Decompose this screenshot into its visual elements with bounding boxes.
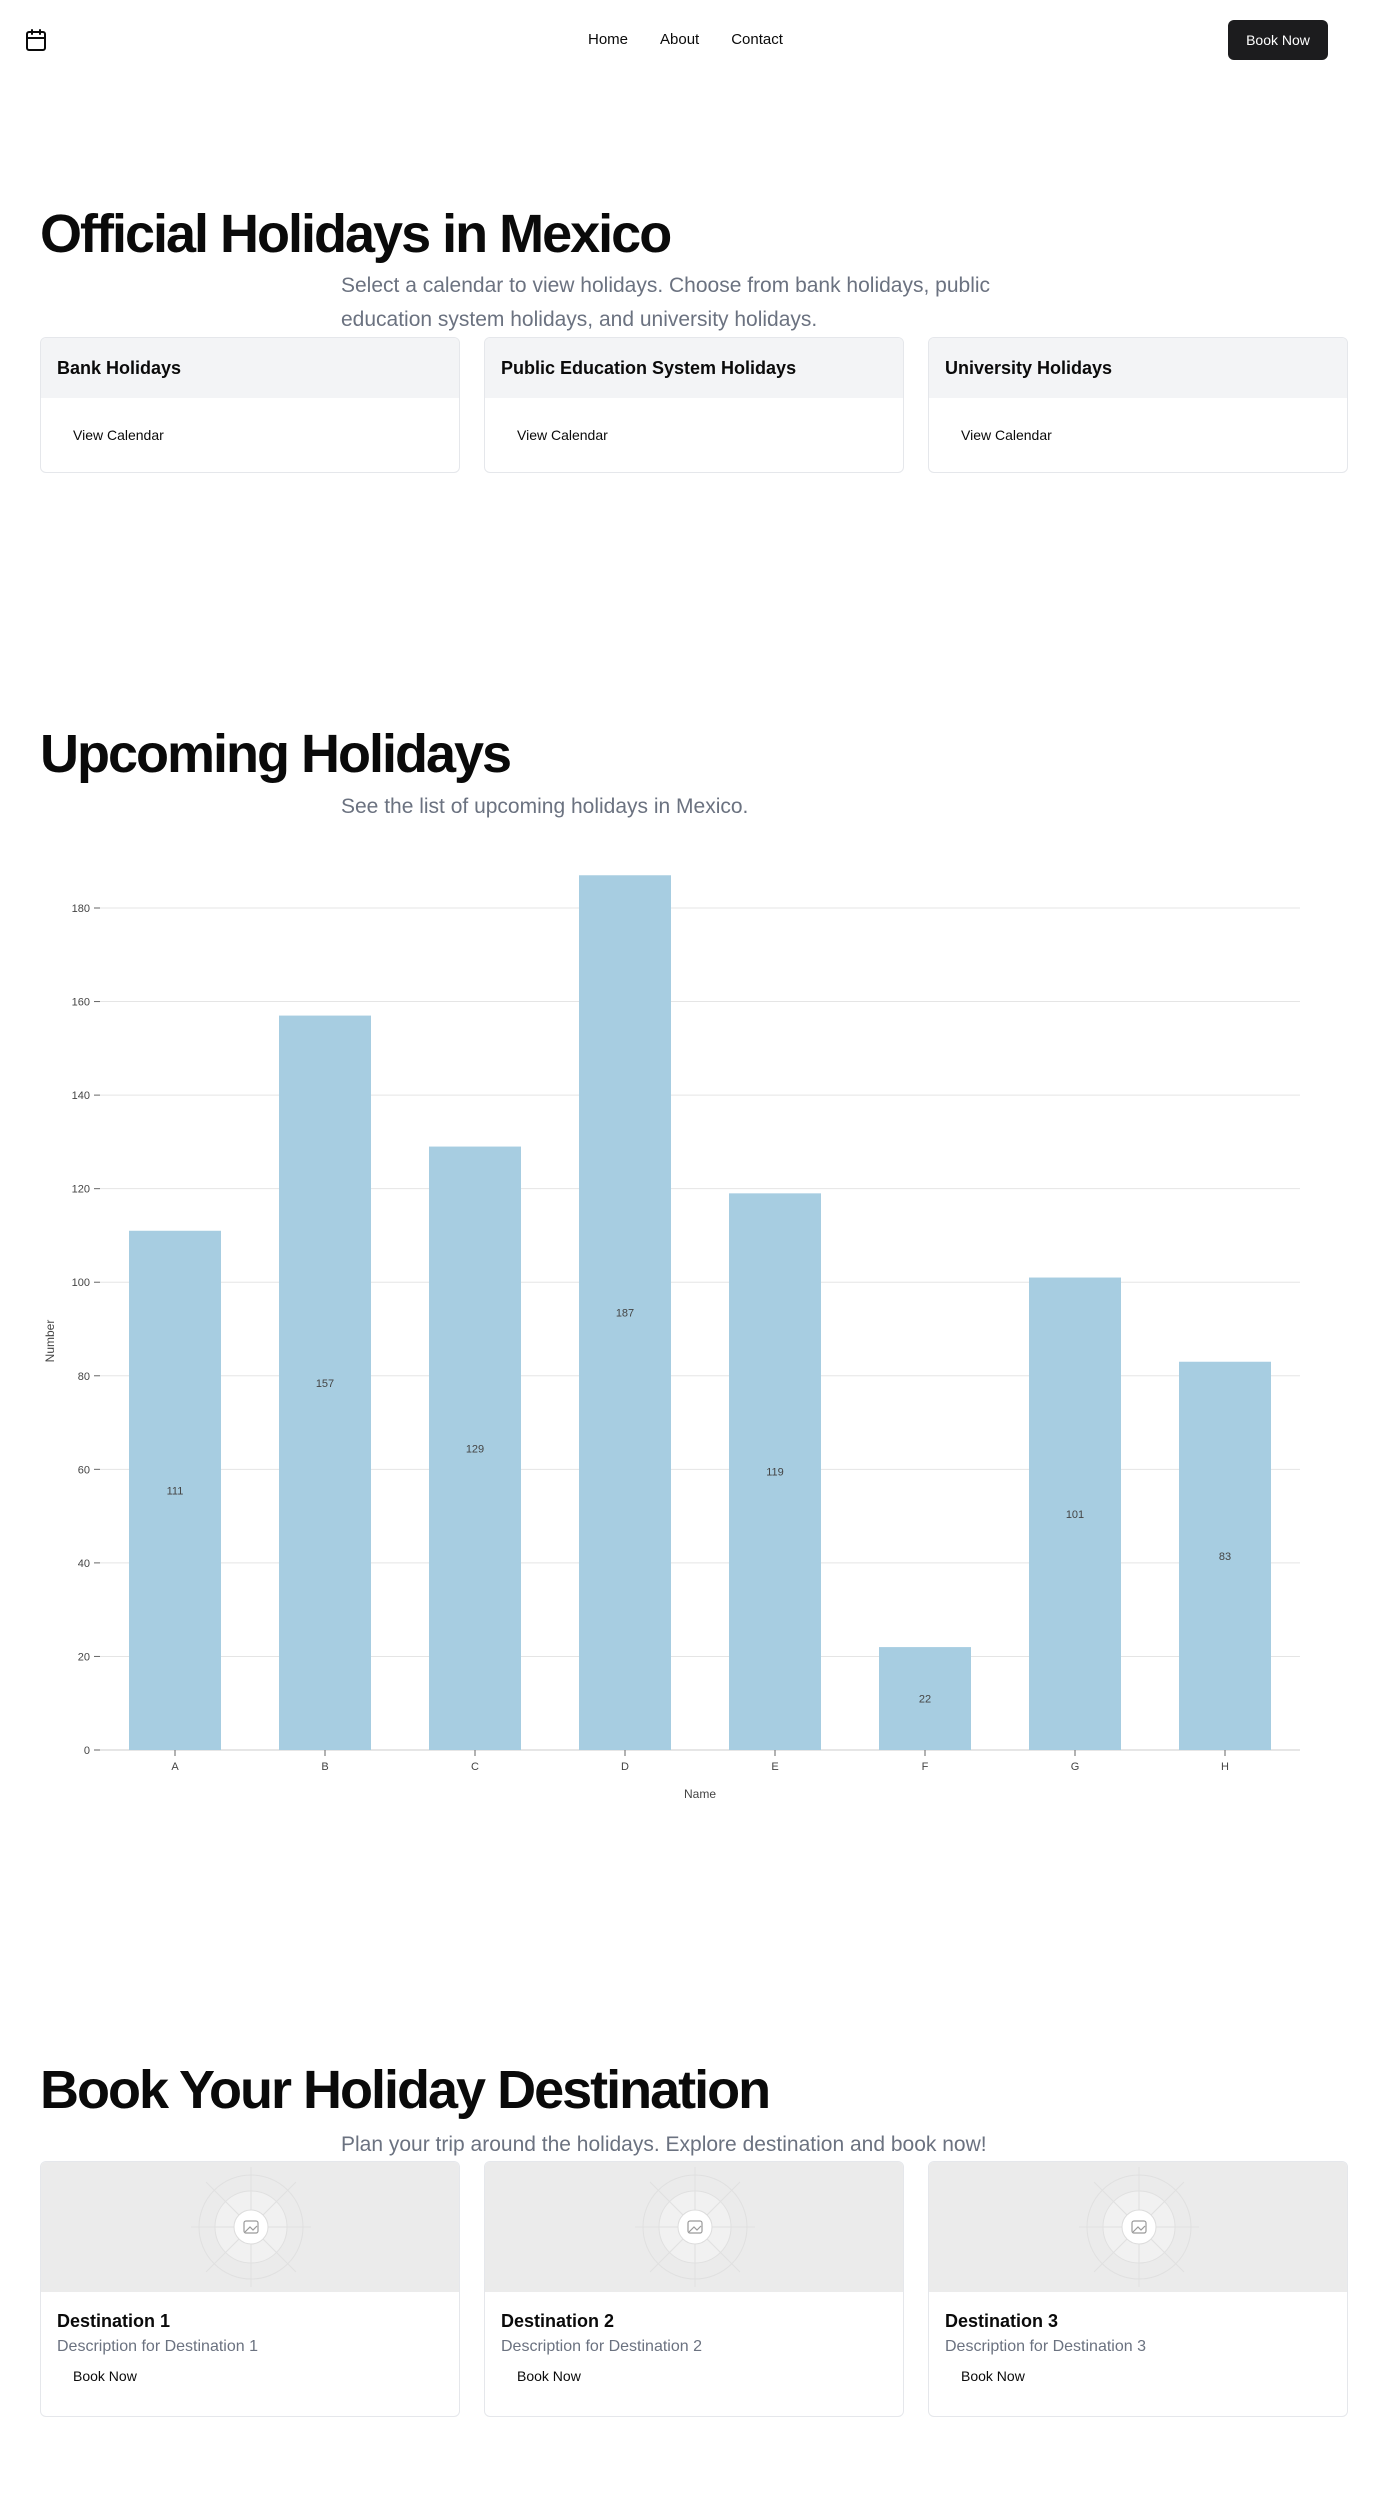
y-tick-label: 80 (78, 1371, 90, 1383)
destination-card: Destination 3 Description for Destinatio… (928, 2161, 1348, 2417)
data-label-B: 157 (316, 1378, 334, 1390)
destination-description: Description for Destination 2 (501, 2338, 702, 2355)
x-axis-label: Name (684, 1787, 716, 1801)
bar-B (279, 1015, 371, 1750)
nav-links: Home About Contact (588, 30, 815, 50)
calendar-card-university: University Holidays View Calendar (928, 337, 1348, 473)
y-tick-label: 20 (78, 1651, 90, 1663)
bar-H (1179, 1361, 1271, 1750)
card-title: Public Education System Holidays (485, 338, 903, 398)
bar-A (129, 1230, 221, 1750)
book-now-button[interactable]: Book Now (73, 2368, 137, 2384)
x-tick-label-D: D (621, 1761, 629, 1773)
data-label-F: 22 (919, 1694, 931, 1706)
book-destination-subtitle: Plan your trip around the holidays. Expl… (341, 2133, 987, 2156)
destination-card: Destination 1 Description for Destinatio… (40, 2161, 460, 2417)
calendar-cards: Bank Holidays View Calendar Public Educa… (40, 337, 1348, 473)
nav-link-about[interactable]: About (660, 31, 700, 48)
destination-title: Destination 1 (57, 2311, 171, 2331)
image-placeholder (485, 2162, 903, 2292)
y-tick-label: 40 (78, 1558, 90, 1570)
upcoming-holidays-subtitle: See the list of upcoming holidays in Mex… (341, 795, 749, 818)
y-tick-label: 160 (72, 997, 90, 1009)
bar-D (579, 875, 671, 1750)
data-label-A: 111 (167, 1485, 184, 1497)
y-tick-label: 0 (84, 1745, 90, 1757)
top-nav: Home About Contact Book Now (0, 0, 1376, 80)
image-placeholder-icon (191, 2167, 311, 2287)
bar-C (429, 1146, 521, 1750)
destination-title: Destination 3 (945, 2311, 1059, 2331)
data-label-G: 101 (1066, 1509, 1084, 1521)
destination-card: Destination 2 Description for Destinatio… (484, 2161, 904, 2417)
bar-E (729, 1193, 821, 1750)
image-placeholder-icon (1079, 2167, 1199, 2287)
book-now-button[interactable]: Book Now (1228, 20, 1328, 60)
x-tick-label-C: C (471, 1761, 479, 1773)
bar-F (879, 1647, 971, 1750)
y-tick-label: 60 (78, 1464, 90, 1476)
calendar-card-public-education: Public Education System Holidays View Ca… (484, 337, 904, 473)
x-tick-label-E: E (771, 1761, 778, 1773)
y-tick-label: 180 (72, 903, 90, 915)
official-holidays-subtitle: Select a calendar to view holidays. Choo… (341, 274, 991, 331)
book-destination-title: Book Your Holiday Destination (40, 2060, 771, 2120)
nav-link-home[interactable]: Home (588, 31, 629, 48)
upcoming-holidays-chart: 0 20 40 60 80 100 120 140 160 180 111 A 157 B 129 C 187 D… (40, 860, 1340, 1820)
image-placeholder (41, 2162, 459, 2292)
book-now-button[interactable]: Book Now (517, 2368, 581, 2384)
view-calendar-button[interactable]: View Calendar (961, 427, 1052, 443)
data-label-H: 83 (1219, 1551, 1231, 1563)
destination-description: Description for Destination 1 (57, 2338, 258, 2355)
nav-link-contact[interactable]: Contact (731, 31, 783, 48)
destination-title: Destination 2 (501, 2311, 615, 2331)
y-tick-label: 100 (72, 1277, 90, 1289)
image-placeholder-icon (635, 2167, 755, 2287)
y-tick-label: 120 (72, 1184, 90, 1196)
calendar-card-bank: Bank Holidays View Calendar (40, 337, 460, 473)
image-placeholder (929, 2162, 1347, 2292)
destination-description: Description for Destination 3 (945, 2338, 1146, 2355)
data-label-E: 119 (766, 1467, 784, 1479)
view-calendar-button[interactable]: View Calendar (517, 427, 608, 443)
book-now-button[interactable]: Book Now (961, 2368, 1025, 2384)
y-axis-label: Number (43, 1320, 57, 1363)
x-tick-label-B: B (321, 1761, 328, 1773)
card-title: University Holidays (929, 338, 1347, 398)
data-label-D: 187 (616, 1308, 634, 1320)
official-holidays-title: Official Holidays in Mexico (40, 204, 672, 264)
data-label-C: 129 (466, 1443, 484, 1455)
destination-cards: Destination 1 Description for Destinatio… (40, 2161, 1348, 2417)
bar-chart: 0 20 40 60 80 100 120 140 160 180 111 A 157 B 129 C 187 D… (43, 875, 1300, 1801)
x-tick-label-F: F (922, 1761, 929, 1773)
x-tick-label-G: G (1071, 1761, 1080, 1773)
calendar-icon[interactable] (24, 28, 48, 52)
y-tick-label: 140 (72, 1090, 90, 1102)
bar-G (1029, 1277, 1121, 1750)
card-title: Bank Holidays (41, 338, 459, 398)
x-tick-label-A: A (171, 1761, 179, 1773)
upcoming-holidays-title: Upcoming Holidays (40, 724, 512, 784)
x-tick-label-H: H (1221, 1761, 1229, 1773)
view-calendar-button[interactable]: View Calendar (73, 427, 164, 443)
